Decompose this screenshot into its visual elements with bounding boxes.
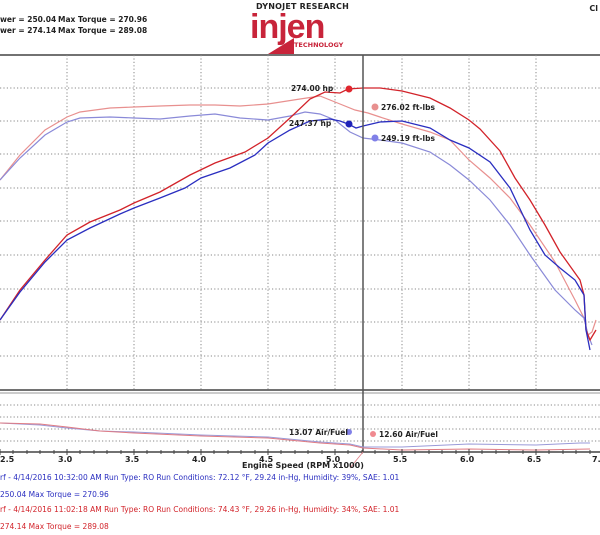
main-v-gridlines: [66, 55, 537, 390]
logo-injen-text: injen: [250, 8, 325, 46]
run2-max-power: wer = 274.14: [0, 26, 57, 35]
x-tick-5.0: 5.0: [326, 455, 341, 464]
run1-hp-marker: [345, 120, 353, 128]
x-tick-7.0: 7.0: [592, 455, 600, 464]
run1-afr-curve: [0, 422, 590, 448]
x-axis-ticks: [0, 449, 591, 455]
run2-torque-curve: [0, 95, 597, 337]
x-tick-3.5: 3.5: [125, 455, 140, 464]
run1-afr-marker: [346, 429, 352, 435]
run1-afr-label: 13.07 Air/Fuel: [289, 428, 348, 437]
run1-hp-curve: [0, 118, 591, 351]
run2-afr-marker: [370, 431, 376, 437]
x-tick-5.5: 5.5: [393, 455, 408, 464]
x-tick-2.5: 2.5: [0, 455, 15, 464]
corner-label: Cl: [589, 4, 598, 13]
x-tick-6.5: 6.5: [527, 455, 542, 464]
run2-info-line2: 274.14 Max Torque = 289.08: [0, 522, 109, 531]
run1-torque-marker: [371, 134, 379, 142]
x-tick-6.0: 6.0: [460, 455, 475, 464]
run1-info-line2: 250.04 Max Torque = 270.96: [0, 490, 109, 499]
run2-hp-label: 274.00 hp: [291, 84, 334, 93]
logo-technology-text: TECHNOLOGY: [294, 41, 344, 49]
dynojet-injen-logo: DYNOJET RESEARCH injen TECHNOLOGY: [246, 2, 358, 54]
logo-dynojet-text: DYNOJET RESEARCH: [256, 2, 350, 11]
logo-swoosh-icon: [268, 38, 294, 54]
x-tick-3.0: 3.0: [58, 455, 73, 464]
run2-hp-curve: [0, 87, 597, 342]
run2-afr-curve: [0, 422, 591, 451]
main-h-gridlines: [0, 87, 600, 357]
x-axis-title: Engine Speed (RPM x1000): [242, 461, 364, 470]
run2-max-torque: Max Torque = 289.08: [58, 26, 148, 35]
x-tick-4.0: 4.0: [192, 455, 207, 464]
run2-torque-marker: [371, 103, 379, 111]
run1-info-line1: rf - 4/14/2016 10:32:00 AM Run Type: RO …: [0, 473, 400, 482]
run1-max-power: wer = 250.04: [0, 15, 57, 24]
x-tick-4.5: 4.5: [259, 455, 274, 464]
run1-hp-label: 247.37 hp: [289, 119, 332, 128]
run1-max-torque: Max Torque = 270.96: [58, 15, 148, 24]
run1-torque-label: 249.19 ft-lbs: [381, 134, 435, 143]
run2-info-line1: rf - 4/14/2016 11:02:18 AM Run Type: RO …: [0, 505, 400, 514]
run2-hp-marker: [345, 85, 353, 93]
run2-afr-label: 12.60 Air/Fuel: [379, 430, 438, 439]
run2-torque-label: 276.02 ft-lbs: [381, 103, 435, 112]
